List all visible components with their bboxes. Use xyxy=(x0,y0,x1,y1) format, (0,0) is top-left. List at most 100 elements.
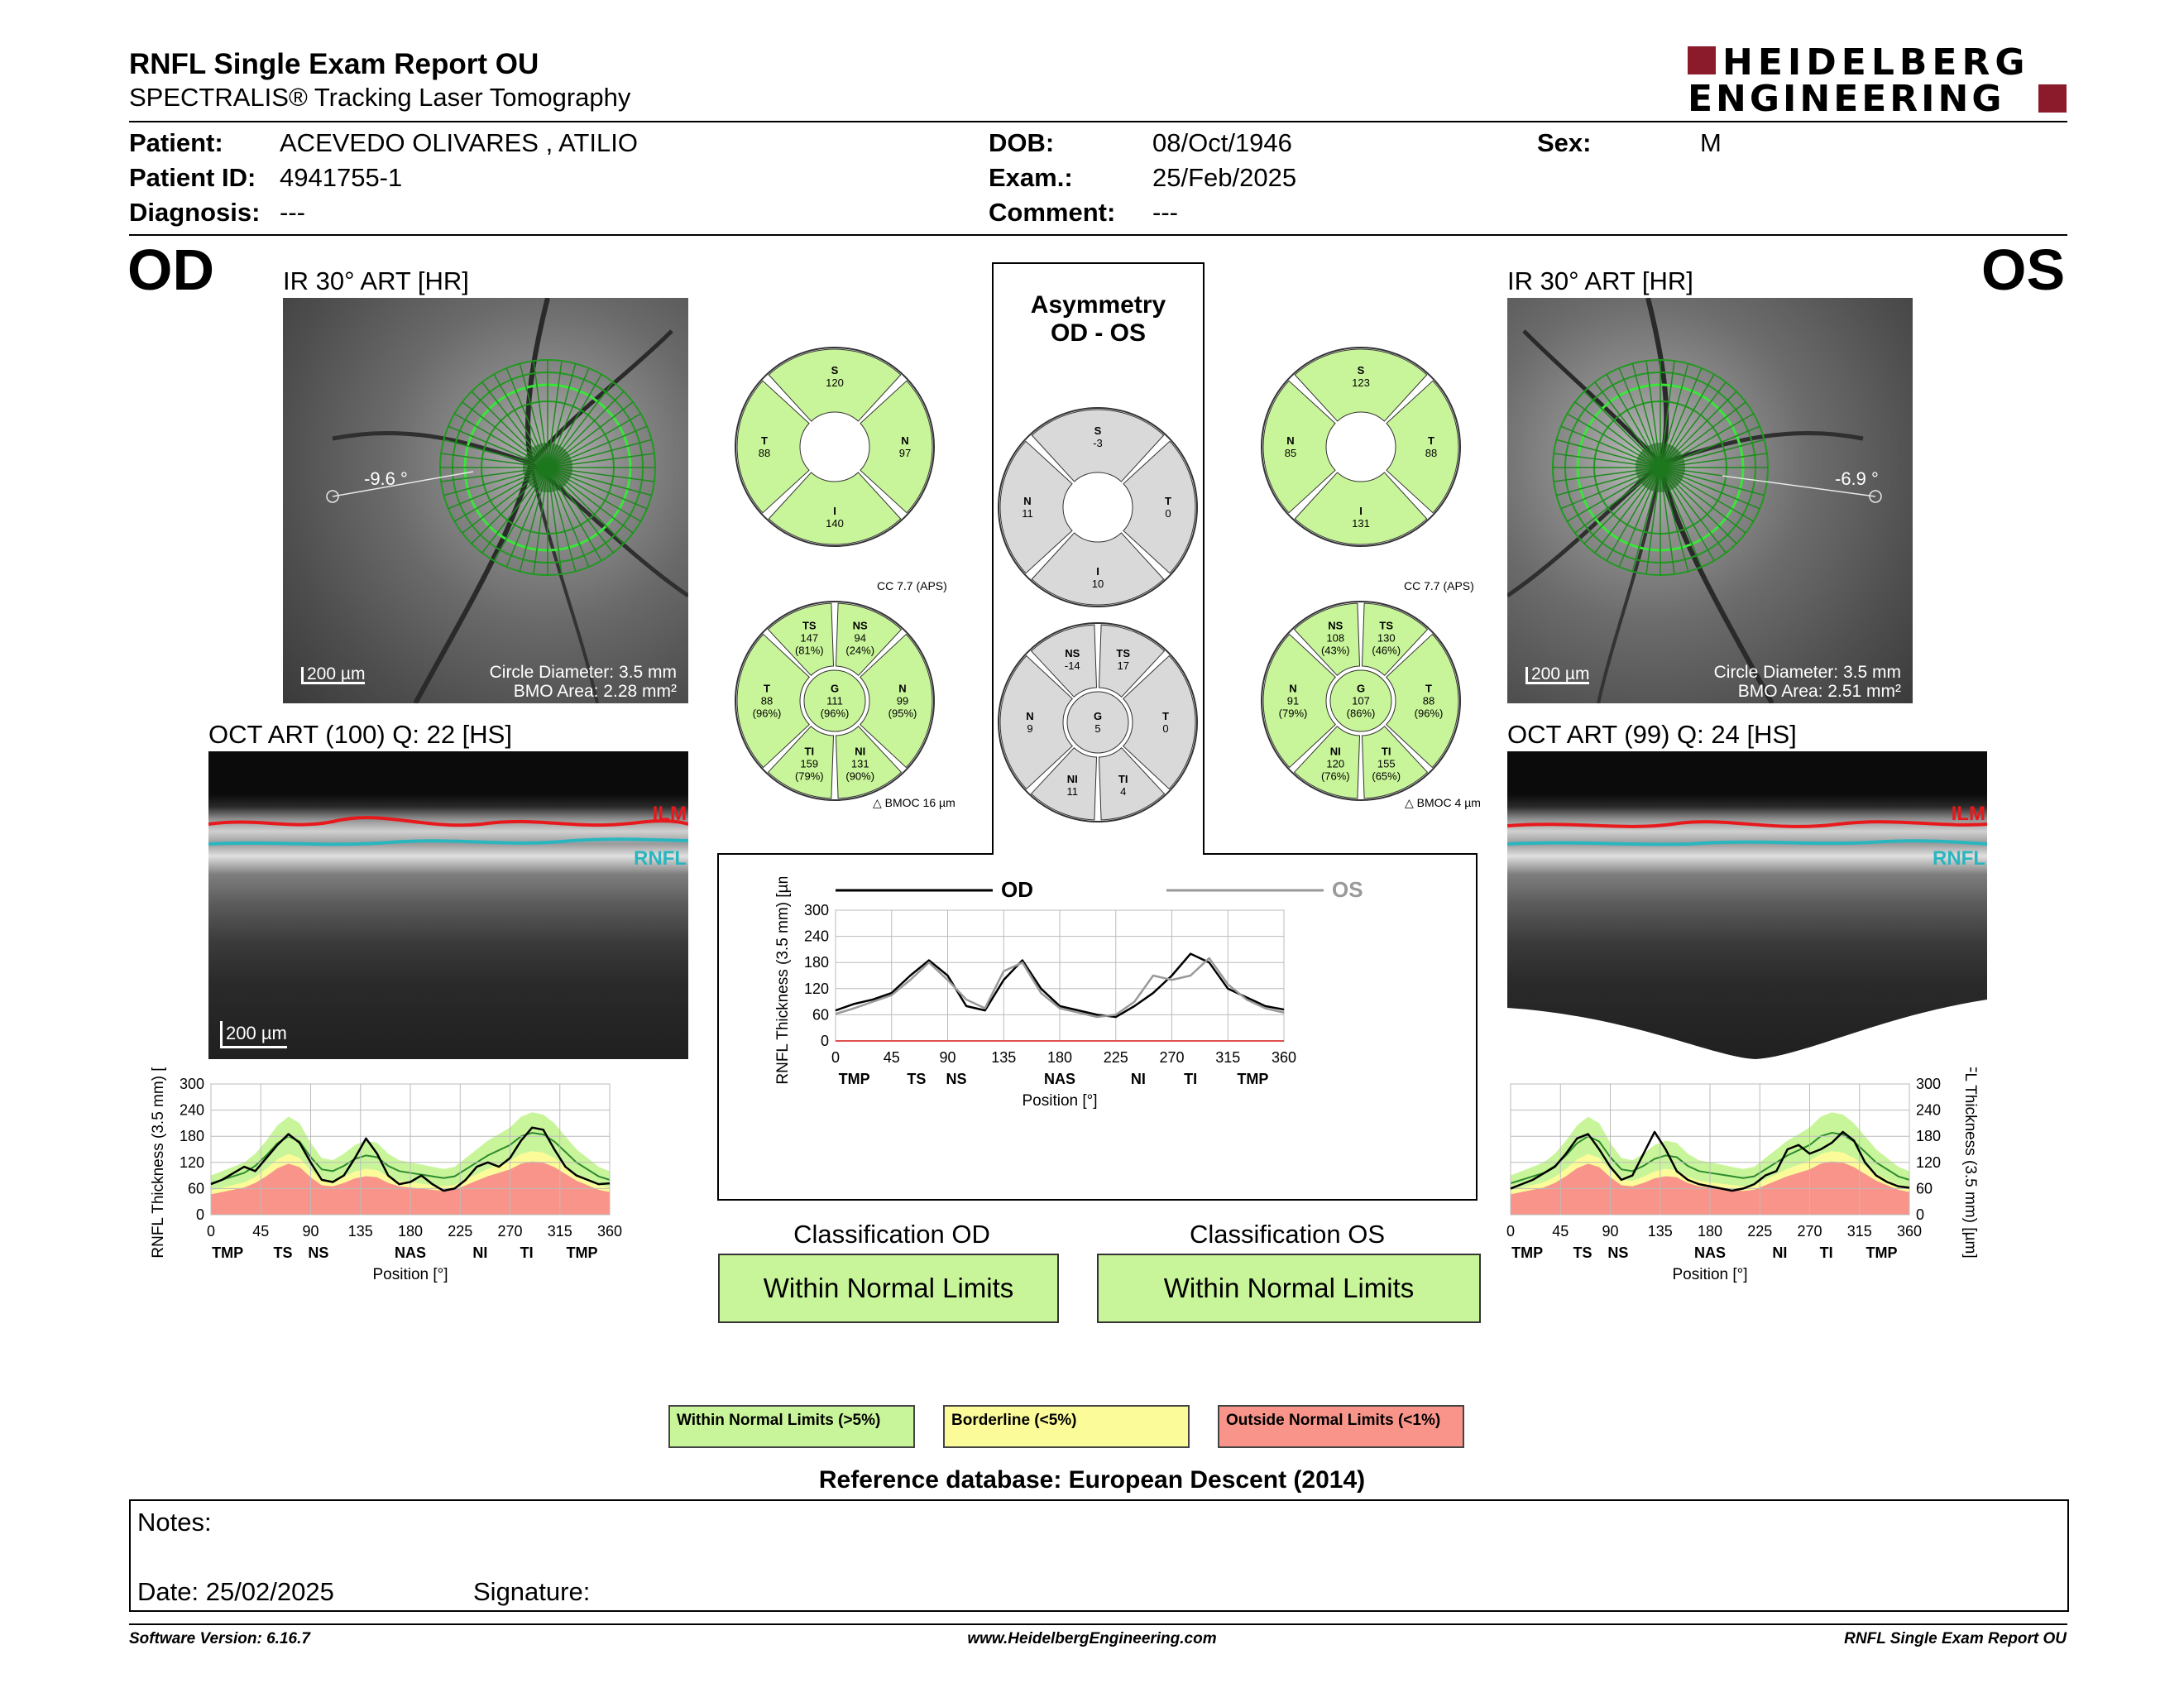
sector-text: (79%) xyxy=(1279,707,1308,719)
x-tick-label: 90 xyxy=(1602,1223,1618,1240)
sector-text: N xyxy=(898,682,906,694)
sector-text: 0 xyxy=(1162,722,1168,735)
sector-outline xyxy=(1261,347,1461,547)
sector-label: TS xyxy=(1573,1244,1592,1261)
sector-text: 91 xyxy=(1287,694,1299,707)
sector-text: (76%) xyxy=(1321,770,1350,782)
sector-text: 120 xyxy=(826,376,844,389)
sex-value: M xyxy=(1700,128,1722,157)
sector-text: 88 xyxy=(1423,694,1434,707)
asymmetry-title: Asymmetry OD - OS xyxy=(1030,291,1166,347)
asymmetry-panel-outline xyxy=(717,262,1478,1201)
sector-text: 4 xyxy=(1120,785,1126,798)
y-tick-label: 240 xyxy=(804,928,829,945)
patient-name: ACEVEDO OLIVARES , ATILIO xyxy=(280,128,638,157)
sector-label: NAS xyxy=(1044,1071,1075,1087)
sector-text: T xyxy=(1428,434,1434,447)
sector-wedge xyxy=(1386,380,1459,514)
os-cc-label: CC 7.7 (APS) xyxy=(1404,579,1474,592)
dob-value: 08/Oct/1946 xyxy=(1152,128,1292,157)
sector-label: TMP xyxy=(567,1244,598,1261)
sex-label: Sex: xyxy=(1537,128,1592,157)
os-ir-label: IR 30° ART [HR] xyxy=(1507,266,1693,295)
y-tick-label: 240 xyxy=(180,1102,204,1119)
sector-text: I xyxy=(1359,505,1363,517)
sector-center xyxy=(1329,669,1392,732)
od-angle: -9.6 ° xyxy=(364,468,408,489)
disc-center xyxy=(1636,443,1685,492)
sector-text: TS xyxy=(802,619,817,631)
footer-report: RNFL Single Exam Report OU xyxy=(1844,1630,2067,1647)
sector-text: 11 xyxy=(1067,785,1079,798)
y-tick-label: 120 xyxy=(180,1154,204,1171)
sector-center xyxy=(1066,691,1129,754)
sector-label: TS xyxy=(274,1244,293,1261)
y-axis-title: RNFL Thickness (3.5 mm) [µm] xyxy=(150,1067,167,1259)
sector-wedge xyxy=(1386,633,1459,769)
os-oct-scale: 200 µm xyxy=(1519,1021,1586,1048)
sector-text: (86%) xyxy=(1347,707,1376,719)
dob-label: DOB: xyxy=(989,128,1055,157)
sector-label: TI xyxy=(1820,1244,1833,1261)
sector-text: 88 xyxy=(761,694,773,707)
sector-text: TS xyxy=(1379,619,1393,631)
thickness-line-od xyxy=(835,952,1285,1019)
y-axis-title: RNFL Thickness (3.5 mm) [µm] xyxy=(1961,1067,1979,1259)
os-oct-label: OCT ART (99) Q: 24 [HS] xyxy=(1507,720,1797,749)
sector-label: TMP xyxy=(839,1071,870,1087)
sector-text: 159 xyxy=(800,757,818,770)
od-rnfl-profile-chart: 0 60 120 180 240 300 0 45 90 135 180 225 270 315 360 TM… xyxy=(150,1067,622,1283)
sector-wedge xyxy=(999,440,1073,574)
sector-text: S xyxy=(831,364,839,376)
sector-wedge xyxy=(767,602,835,676)
sector-wedge xyxy=(1294,348,1428,422)
os-circle-diameter: Circle Diameter: 3.5 mm xyxy=(1713,663,1901,682)
sector-label: NI xyxy=(472,1244,487,1261)
x-tick-label: 180 xyxy=(398,1223,423,1240)
x-tick-label: 90 xyxy=(302,1223,318,1240)
os-bmoc-label: △ BMOC 4 µm xyxy=(1405,796,1481,809)
x-tick-label: 135 xyxy=(991,1049,1016,1066)
thickness-line-series xyxy=(1510,1130,1910,1192)
y-tick-label: 0 xyxy=(821,1033,829,1049)
thickness-line-os xyxy=(835,957,1285,1019)
sector-text: (95%) xyxy=(888,707,917,719)
sector-wedge xyxy=(768,348,902,422)
os-bmo-area: BMO Area: 2.51 mm² xyxy=(1737,682,1901,701)
sector-text: NS xyxy=(1328,619,1343,631)
sector-wedge xyxy=(835,602,903,676)
sector-wedge xyxy=(1293,602,1361,676)
os-classification-label: Classification OS xyxy=(1189,1220,1386,1249)
sector-text: (96%) xyxy=(821,707,850,719)
exam-label: Exam.: xyxy=(989,163,1073,192)
x-tick-label: 0 xyxy=(831,1049,840,1066)
signature-label: Signature: xyxy=(473,1577,591,1606)
sector-label: TMP xyxy=(1866,1244,1898,1261)
sector-wedge xyxy=(835,726,903,799)
heidelberg-logo: HEIDELBERG ENGINEERING xyxy=(1688,41,2068,120)
sector-text: (96%) xyxy=(1415,707,1444,719)
sector-label: NI xyxy=(1772,1244,1787,1261)
sector-text: S xyxy=(1358,364,1365,376)
sector-center xyxy=(803,669,866,732)
x-tick-label: 360 xyxy=(1272,1049,1296,1066)
sector-text: I xyxy=(833,505,836,517)
sector-wedge xyxy=(1262,380,1336,514)
x-tick-label: 315 xyxy=(1215,1049,1240,1066)
sector-text: T xyxy=(1165,495,1171,507)
x-tick-label: 90 xyxy=(939,1049,956,1066)
os-ilm-label: ILM xyxy=(1951,803,1985,825)
sector-text: 147 xyxy=(800,631,818,644)
notes-label: Notes: xyxy=(137,1508,212,1537)
od-cc-label: CC 7.7 (APS) xyxy=(877,579,947,592)
sector-text: NS xyxy=(853,619,868,631)
y-tick-label: 300 xyxy=(1916,1076,1941,1092)
od-oct-scan: ILM RNFL 200 µm xyxy=(208,751,688,1059)
sector-text: G xyxy=(831,682,839,694)
footer-rule xyxy=(129,1623,2067,1625)
sector-label: NS xyxy=(1607,1244,1628,1261)
date-label: Date: 25/02/2025 xyxy=(137,1577,334,1606)
sector-outline xyxy=(735,347,935,547)
os-scale-bar: 200 µm xyxy=(1525,665,1590,684)
